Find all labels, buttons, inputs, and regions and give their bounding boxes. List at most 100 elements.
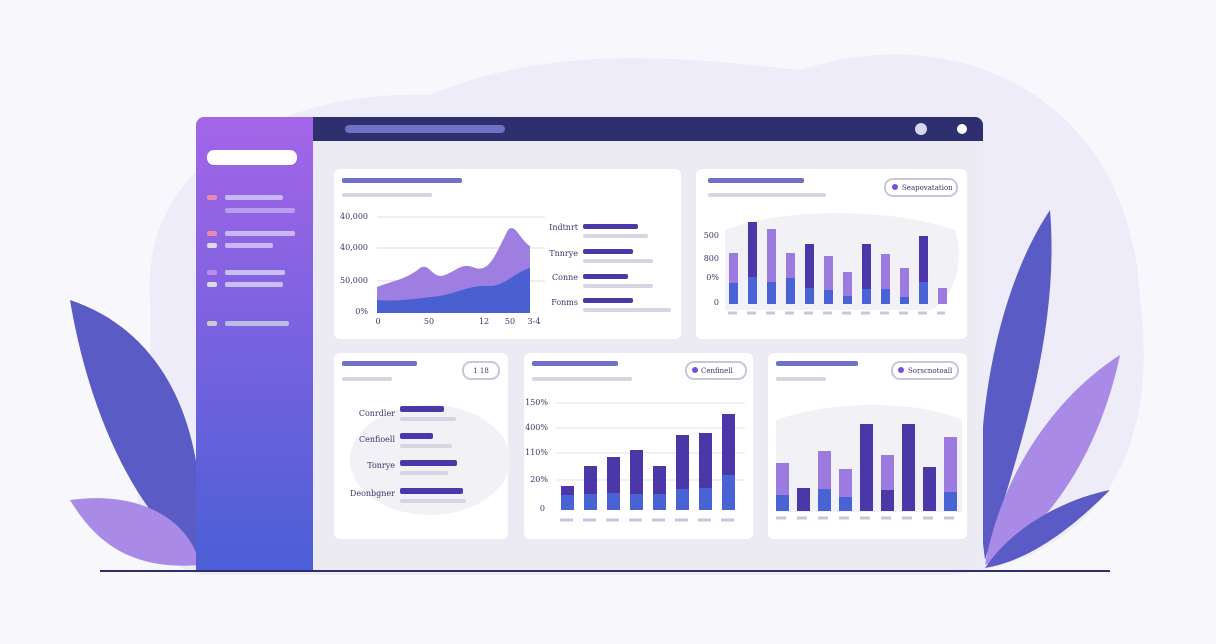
bar <box>676 435 689 489</box>
bar <box>900 297 909 304</box>
bar <box>818 451 831 489</box>
y-tick-label: 0 <box>540 504 545 513</box>
bars <box>729 222 947 304</box>
legend-bar <box>583 259 653 263</box>
menu-item[interactable] <box>225 321 289 326</box>
menu-dot <box>207 195 217 200</box>
menu-item[interactable] <box>225 270 285 275</box>
panel-title-bar <box>532 361 618 366</box>
menu-dot <box>207 243 217 248</box>
panel <box>524 353 753 539</box>
bar <box>839 497 852 511</box>
legend-label: Tnnrye <box>549 249 578 258</box>
panel-list: 1 18 Conrdler Cenfioell Tonrye Deonbgner <box>334 353 510 539</box>
bar <box>944 437 957 492</box>
bar <box>786 253 795 278</box>
row-bar <box>400 471 448 475</box>
x-tick-label: 12 <box>479 317 489 326</box>
bar <box>748 222 757 277</box>
menu-item[interactable] <box>225 282 283 287</box>
bar <box>729 253 738 283</box>
bar <box>805 288 814 304</box>
panel-title-bar <box>342 178 462 183</box>
legend-bar <box>583 274 628 279</box>
x-tick-label: 3-4 <box>528 317 541 326</box>
leaf <box>70 300 202 560</box>
panel-subtitle-bar <box>708 193 826 197</box>
badge[interactable] <box>685 361 747 380</box>
bar <box>919 236 928 282</box>
sidebar-pill[interactable] <box>207 150 297 165</box>
row-bar <box>400 499 466 503</box>
y-tick-label: 110% <box>525 448 548 457</box>
bar <box>881 490 894 511</box>
x-tick-label: 50 <box>424 317 434 326</box>
y-tick-label: 40,000 <box>340 212 368 221</box>
y-tick-label: 400% <box>525 423 548 432</box>
y-tick-label: 0 <box>714 298 719 307</box>
bar <box>561 486 574 495</box>
panel-bars: Cenfinell 150% 400% 110% 20% 0 <box>524 353 753 539</box>
bar <box>843 296 852 304</box>
bar <box>561 495 574 510</box>
leaf <box>985 490 1110 568</box>
search-bar[interactable] <box>345 125 505 133</box>
menu-item[interactable] <box>225 243 273 248</box>
bar <box>881 254 890 289</box>
bar <box>767 229 776 282</box>
bar <box>630 494 643 510</box>
panel-subtitle-bar <box>342 193 432 197</box>
y-tick-label: 500 <box>704 231 719 240</box>
row-label: Tonrye <box>367 461 395 470</box>
row-bar <box>400 406 444 412</box>
bar <box>653 466 666 494</box>
leaf <box>70 498 200 566</box>
row-bar <box>400 433 433 439</box>
panel-subtitle-bar <box>776 377 826 381</box>
bar <box>824 256 833 290</box>
panel-title-bar <box>342 361 417 366</box>
bar <box>944 492 957 511</box>
badge[interactable] <box>462 361 500 380</box>
bar <box>584 466 597 494</box>
bar <box>653 494 666 510</box>
bar <box>862 244 871 289</box>
badge[interactable] <box>891 361 959 380</box>
bar <box>699 488 712 510</box>
bars <box>776 424 957 511</box>
y-tick-label: 150% <box>525 398 548 407</box>
window-button[interactable] <box>915 123 927 135</box>
y-tick-label: 800 <box>704 254 719 263</box>
bar <box>607 457 620 493</box>
bar <box>938 288 947 304</box>
row-bar <box>400 444 452 448</box>
panel-title-bar <box>708 178 804 183</box>
legend-bar <box>583 249 633 254</box>
badge[interactable] <box>884 178 958 197</box>
badge-label: 1 18 <box>473 367 489 375</box>
panel-bars: Seapovatation 500 800 0% 0 <box>696 169 967 339</box>
menu-item[interactable] <box>225 195 283 200</box>
legend-label: Conne <box>552 273 578 282</box>
y-tick-label: 0% <box>355 307 368 316</box>
legend-bar <box>583 234 648 238</box>
bar <box>860 424 873 511</box>
bar <box>902 424 915 511</box>
bar <box>824 290 833 304</box>
bar <box>584 494 597 510</box>
y-tick-label: 50,000 <box>340 276 368 285</box>
row-label: Deonbgner <box>350 489 395 498</box>
bar <box>839 469 852 497</box>
y-tick-label: 20% <box>530 475 548 484</box>
window-button[interactable] <box>957 124 967 134</box>
menu-item[interactable] <box>225 231 295 236</box>
bars <box>561 414 735 510</box>
bar <box>699 433 712 488</box>
bar <box>630 450 643 494</box>
bar <box>862 289 871 304</box>
badge-dot <box>692 367 698 373</box>
menu-item[interactable] <box>225 208 295 213</box>
panel-area: 40,000 40,000 50,000 0% 0 50 12 50 3-4 I… <box>334 169 681 339</box>
